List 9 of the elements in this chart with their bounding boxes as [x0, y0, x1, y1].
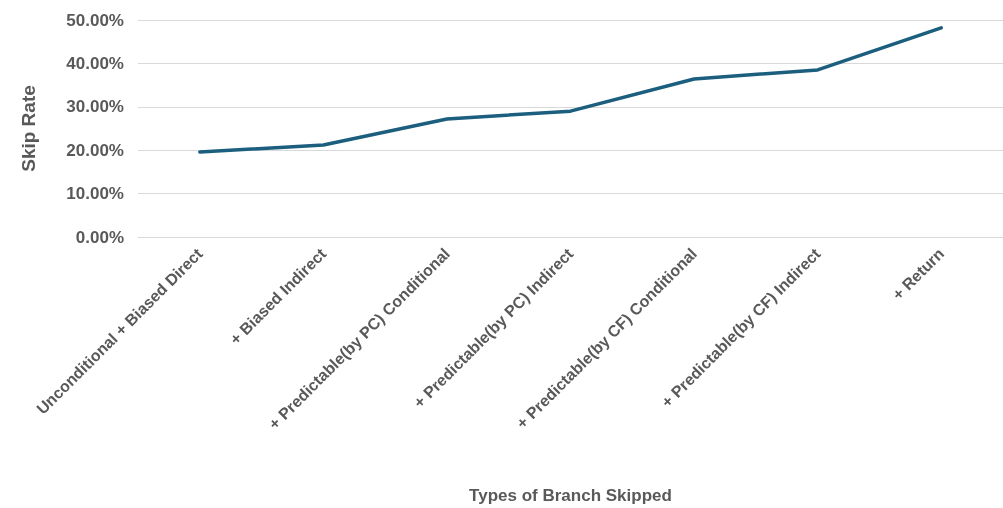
x-axis-title: Types of Branch Skipped: [469, 486, 672, 505]
y-axis-title: Skip Rate: [18, 85, 39, 172]
y-tick-label: 20.00%: [66, 140, 124, 160]
y-tick-label: 50.00%: [66, 10, 124, 30]
y-tick-label: 30.00%: [66, 97, 124, 117]
y-tick-label: 0.00%: [75, 227, 124, 247]
line-series: [198, 26, 943, 154]
y-tick-label: 40.00%: [66, 53, 124, 73]
y-tick-label: 10.00%: [66, 184, 124, 204]
